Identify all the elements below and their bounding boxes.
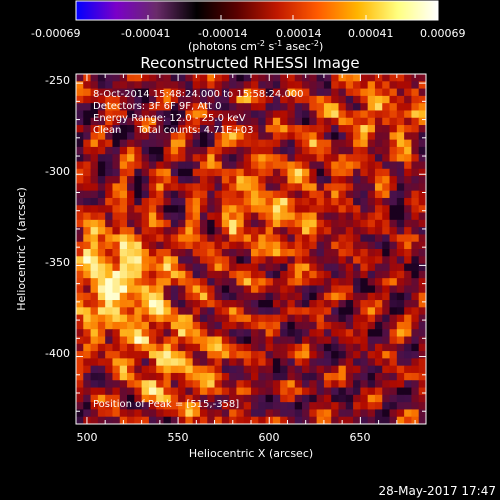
colorbar-tick-label: -0.00014 [198, 27, 247, 40]
x-tick-label: 650 [350, 431, 371, 444]
colorbar-tick-label: -0.00041 [121, 27, 170, 40]
y-axis-title: Heliocentric Y (arcsec) [15, 187, 28, 311]
y-tick-label: -300 [45, 165, 70, 178]
x-tick-label: 550 [168, 431, 189, 444]
colorbar-tick-label: 0.00069 [420, 27, 466, 40]
colorbar-unit: (photons cm-2 s-1 asec-2) [188, 39, 323, 53]
x-tick-label: 500 [77, 431, 98, 444]
colorbar-tick-label: 0.00041 [348, 27, 394, 40]
y-tick-label: -400 [45, 347, 70, 360]
y-tick-label: -350 [45, 256, 70, 269]
y-tick-label: -250 [45, 74, 70, 87]
y-axis-ticks [76, 82, 426, 412]
render-date: 28-May-2017 17:47 [379, 484, 496, 498]
annotation-time-range: 8-Oct-2014 15:48:24.000 to 15:58:24.000 [93, 89, 304, 100]
annotation-energy-range: Energy Range: 12.0 - 25.0 keV [93, 113, 246, 124]
x-axis-title: Heliocentric X (arcsec) [189, 447, 313, 460]
colorbar-tick-label: -0.00069 [31, 27, 80, 40]
plot-title: Reconstructed RHESSI Image [140, 54, 359, 72]
annotation-peak-position: Position of Peak = [515,-358] [93, 399, 239, 410]
x-tick-label: 600 [259, 431, 280, 444]
annotation-detectors: Detectors: 3F 6F 9F, Att 0 [93, 101, 221, 112]
annotation-clean-counts: Clean Total counts: 4.71E+03 [93, 125, 253, 136]
heatmap-image [76, 74, 426, 424]
colorbar-ticks [75, 15, 439, 20]
colorbar-tick-label: 0.00014 [276, 27, 322, 40]
x-axis-ticks [86, 74, 416, 424]
colorbar [75, 0, 439, 21]
